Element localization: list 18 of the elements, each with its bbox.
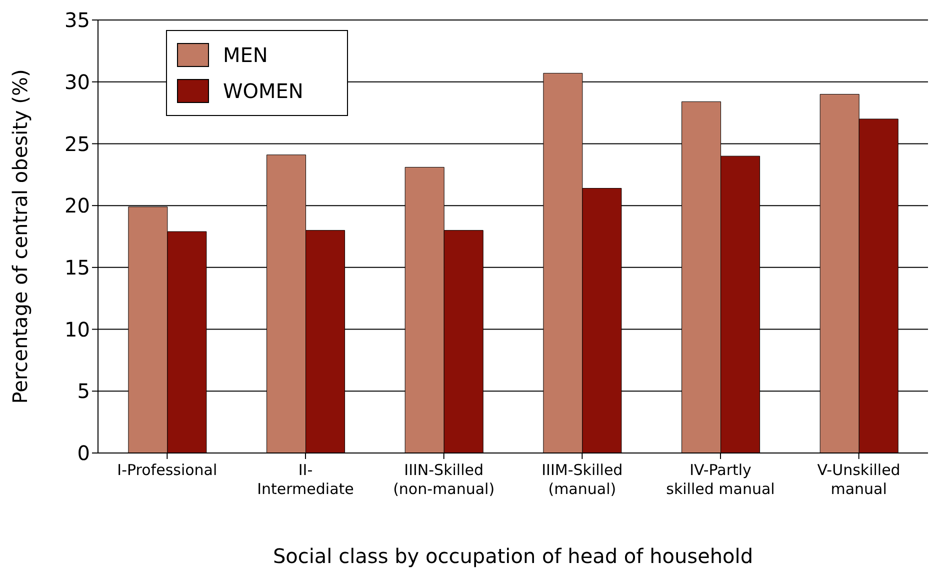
y-tick-label: 15 (64, 256, 90, 280)
y-tick-label: 5 (77, 379, 90, 404)
x-axis-title: Social class by occupation of head of household (272, 544, 754, 568)
y-tick-label: 10 (64, 317, 90, 342)
legend-label: WOMEN (223, 79, 304, 103)
x-tick-label: IIIN-Skilled (non-manual) (393, 461, 495, 498)
legend-label: MEN (223, 43, 268, 67)
y-axis-title: Percentage of central obesity (%) (8, 69, 32, 404)
x-tick-label: IV-Partly skilled manual (666, 461, 775, 498)
x-tick-label: I-Professional (117, 461, 218, 479)
y-tick-label: 0 (77, 441, 90, 466)
x-tick-label: IIIM-Skilled (manual) (542, 461, 623, 498)
y-tick-label: 25 (64, 132, 90, 156)
y-tick-label: 20 (64, 194, 90, 218)
y-tick-label: 30 (64, 70, 90, 94)
y-tick-label: 35 (64, 8, 90, 32)
x-tick-label: V-Unskilled manual (817, 461, 900, 498)
x-tick-label: II- Intermediate (257, 461, 354, 498)
